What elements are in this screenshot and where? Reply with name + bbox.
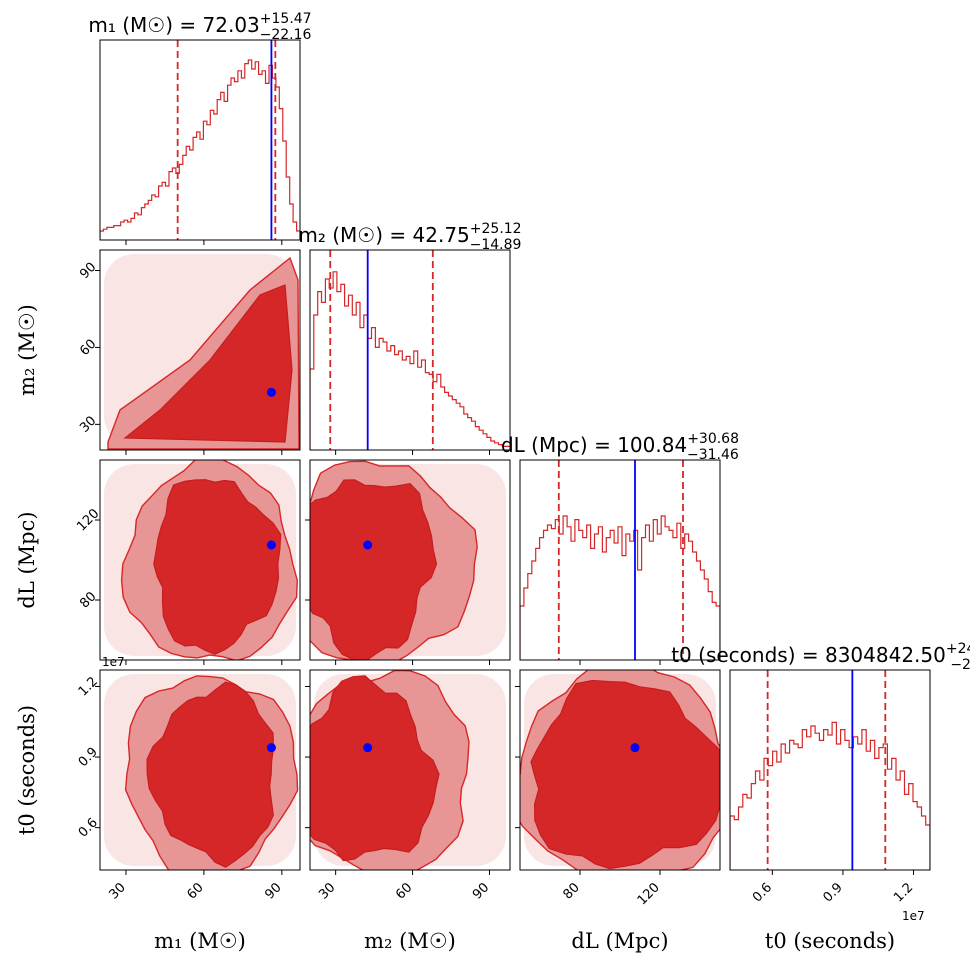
histogram-m2: [310, 250, 510, 450]
panel-frame: [519, 669, 721, 871]
y-tick-label: 90: [77, 260, 99, 282]
panel-frame: [309, 459, 511, 661]
truth-marker: [363, 540, 373, 550]
title-t0: t0 (seconds) = 8304842.50+247−241: [671, 641, 970, 673]
y-axis-label-dL: dL (Mpc): [15, 511, 39, 608]
x-offset-label: 1e7: [902, 909, 925, 923]
panel-frame: [309, 669, 511, 871]
x-axis-label-m1: m₁ (M☉): [154, 929, 246, 953]
y-tick-label: 30: [77, 414, 99, 436]
histogram-m1: [100, 40, 300, 240]
histogram-step: [730, 721, 930, 870]
x-tick-label: 30: [316, 880, 338, 902]
panel-frame: [99, 459, 301, 661]
histogram-dL: [520, 460, 720, 660]
y-axis-label-t0: t0 (seconds): [15, 705, 39, 835]
x-axis-label-t0: t0 (seconds): [765, 929, 895, 953]
x-tick-label: 90: [262, 880, 284, 902]
title-m1: m₁ (M☉) = 72.03+15.47 −22.16: [88, 11, 311, 43]
panel-frame: [99, 39, 301, 241]
y-axis-label-m2: m₂ (M☉): [15, 304, 39, 396]
histogram-step: [100, 59, 300, 240]
contour-panel-m1-dL: [104, 460, 299, 660]
x-tick-label: 80: [561, 880, 583, 902]
truth-marker: [266, 743, 276, 753]
title-dL: dL (Mpc) = 100.84+30.68 −31.46: [501, 431, 739, 463]
contour-1sigma: [310, 479, 438, 660]
contour-1sigma: [123, 284, 293, 443]
contour-panel-m1-m2: [104, 254, 300, 450]
title-m2: m₂ (M☉) = 42.75+25.12 −14.89: [298, 221, 521, 253]
contour-1sigma: [310, 675, 440, 862]
histogram-t0: [730, 670, 930, 870]
x-tick-label: 60: [393, 880, 415, 902]
truth-marker: [266, 387, 276, 397]
y-tick-label: 120: [74, 506, 102, 534]
histogram-step: [310, 271, 510, 450]
x-axis-label-m2: m₂ (M☉): [364, 929, 456, 953]
panel-frame: [729, 669, 931, 871]
x-tick-label: 90: [470, 880, 492, 902]
y-tick-label: 60: [77, 337, 99, 359]
contour-1sigma: [530, 679, 720, 870]
contour-panel-m1-t0: [104, 674, 299, 870]
x-axis-label-dL: dL (Mpc): [571, 929, 668, 953]
y-tick-label: 80: [77, 589, 99, 611]
contour-1sigma: [153, 479, 282, 655]
x-tick-label: 0.9: [821, 880, 846, 905]
x-tick-label: 0.6: [750, 880, 775, 905]
contour-panel-m2-dL: [310, 460, 506, 660]
y-tick-label: 1.2: [76, 674, 101, 699]
panel-frame: [309, 249, 511, 451]
histogram-step: [520, 515, 720, 660]
contour-1sigma: [146, 681, 275, 868]
truth-marker: [363, 743, 373, 753]
panel-frame: [99, 669, 301, 871]
y-offset-label: 1e7: [102, 655, 125, 669]
truth-marker: [630, 743, 640, 753]
contour-panel-dL-t0: [520, 670, 720, 870]
x-tick-label: 120: [635, 880, 663, 908]
x-tick-label: 30: [106, 880, 128, 902]
panel-frame: [519, 459, 721, 661]
truth-marker: [266, 540, 276, 550]
contour-panel-m2-t0: [310, 670, 506, 870]
panel-frame: [99, 249, 301, 451]
x-tick-label: 1.2: [891, 880, 916, 905]
x-tick-label: 60: [184, 880, 206, 902]
y-tick-label: 0.6: [76, 815, 101, 840]
y-tick-label: 0.9: [76, 745, 101, 770]
